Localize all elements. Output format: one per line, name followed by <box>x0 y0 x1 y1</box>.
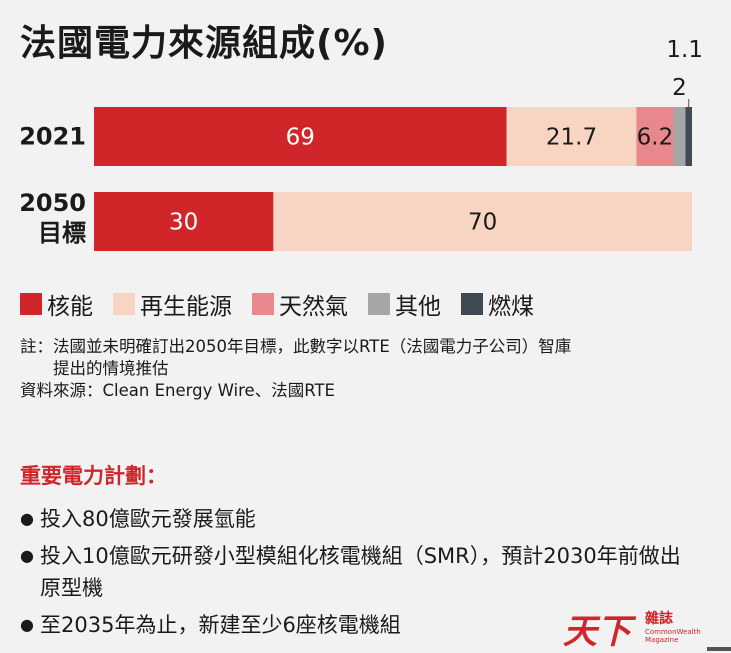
list-item-text: 投入80億歐元發展氫能 <box>40 507 256 531</box>
legend-item-nuclear: 核能 <box>20 287 93 321</box>
bullet-icon: ● <box>20 546 34 565</box>
note-label: 註： <box>20 337 53 356</box>
data-label: 2 <box>672 75 687 101</box>
chart-title: 法國電力來源組成(%) <box>20 23 388 64</box>
source-line: 資料來源：Clean Energy Wire、法國RTE <box>20 381 335 400</box>
legend-label: 核能 <box>47 294 93 320</box>
logo-main-text: 天下 <box>563 612 631 652</box>
bar-segment <box>506 107 637 166</box>
bar-segment <box>94 192 274 251</box>
legend-label: 燃煤 <box>488 294 534 320</box>
legend-swatch <box>113 293 135 315</box>
list-item: ● 至2035年為止，新建至少6座核電機組 <box>20 609 700 641</box>
legend-label: 其他 <box>395 294 441 320</box>
legend-item-gas: 天然氣 <box>252 287 348 321</box>
data-label: 1.1 <box>666 37 703 63</box>
legend-label: 再生能源 <box>140 294 232 320</box>
stacked-bar-chart: 2021 69 21.7 6.2 2 1.1 2050 目標 30 70 <box>19 37 703 251</box>
plans-heading: 重要電力計劃： <box>20 464 167 488</box>
category-label: 2050 目標 <box>19 189 86 247</box>
bar-segment <box>685 107 692 166</box>
list-item-text: 至2035年為止，新建至少6座核電機組 <box>40 613 401 637</box>
data-label: 70 <box>468 210 497 236</box>
corner-mark <box>707 647 731 651</box>
bar-segment <box>273 192 692 251</box>
list-item: ● 投入80億歐元發展氫能 <box>20 503 700 535</box>
data-label: 69 <box>286 125 315 151</box>
legend-item-coal: 燃煤 <box>461 287 534 321</box>
bullet-icon: ● <box>20 615 34 634</box>
list-item-text: 投入10億歐元研發小型模組化核電機組（SMR），預計2030年前做出原型機 <box>40 544 681 600</box>
logo-chinese-text: 雜誌 <box>645 611 673 627</box>
data-label: 30 <box>169 210 198 236</box>
note-text: 法國並未明確訂出2050年目標，此數字以RTE（法國電力子公司）智庫 提出的情境… <box>53 337 572 378</box>
legend-swatch <box>461 293 483 315</box>
legend-item-other: 其他 <box>368 287 441 321</box>
bar-segment <box>673 107 686 166</box>
legend-label: 天然氣 <box>279 294 348 320</box>
legend-item-renewable: 再生能源 <box>113 287 232 321</box>
bar-segment <box>636 107 674 166</box>
legend-swatch <box>368 293 390 315</box>
bullet-icon: ● <box>20 509 34 528</box>
data-label: 21.7 <box>546 125 597 151</box>
logo-english-text: CommonWealth Magazine <box>645 628 701 644</box>
plans-list: ● 投入80億歐元發展氫能 ● 投入10億歐元研發小型模組化核電機組（SMR），… <box>20 503 700 646</box>
data-label: 6.2 <box>637 125 674 151</box>
note: 註： 法國並未明確訂出2050年目標，此數字以RTE（法國電力子公司）智庫 提出… <box>20 336 710 380</box>
bar-segment <box>94 107 507 166</box>
category-label: 2021 <box>19 123 86 151</box>
legend: 核能 再生能源 天然氣 其他 燃煤 <box>20 287 534 321</box>
legend-swatch <box>252 293 274 315</box>
commonwealth-logo: 天下 雜誌 CommonWealth Magazine <box>563 604 723 652</box>
legend-swatch <box>20 293 42 315</box>
list-item: ● 投入10億歐元研發小型模組化核電機組（SMR），預計2030年前做出原型機 <box>20 540 700 604</box>
footnotes: 註： 法國並未明確訂出2050年目標，此數字以RTE（法國電力子公司）智庫 提出… <box>20 336 710 402</box>
